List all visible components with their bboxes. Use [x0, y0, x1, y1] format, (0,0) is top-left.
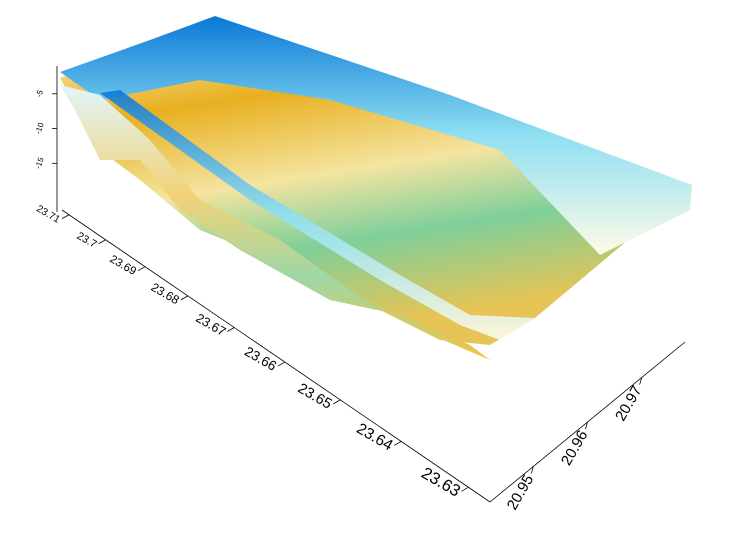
x-tick-label: 23.7	[75, 230, 99, 251]
y-tick-label: 20.97	[612, 383, 645, 424]
x-tick	[98, 239, 106, 245]
x-tick	[277, 361, 286, 367]
x-tick	[137, 266, 146, 272]
x-tick-label: 23.69	[107, 253, 138, 278]
y-tick	[639, 377, 643, 385]
x-tick-label: 23.68	[149, 280, 182, 307]
x-tick	[180, 295, 189, 301]
surface	[60, 16, 692, 360]
x-tick	[61, 214, 70, 220]
x-tick-label: 23.64	[353, 420, 395, 454]
x-tick-label: 23.67	[193, 310, 228, 339]
x-tick	[227, 327, 235, 332]
z-tick-label: -15	[33, 156, 46, 170]
x-tick	[461, 486, 469, 492]
x-axis-line	[61, 209, 491, 503]
y-tick	[530, 466, 534, 474]
surface-front-wall	[60, 85, 490, 360]
z-tick-label: -10	[33, 121, 46, 135]
y-tick	[585, 421, 588, 430]
x-tick-label: 23.65	[295, 381, 335, 413]
x-tick	[393, 441, 402, 446]
x-tick-label: 23.71	[34, 204, 62, 226]
surface-front-rim	[100, 90, 535, 340]
x-tick-label: 23.66	[242, 344, 279, 374]
surface-floor	[60, 20, 690, 345]
z-tick-label: -5	[34, 88, 45, 98]
y-tick-label: 20.96	[558, 427, 591, 468]
surface-back-rim	[60, 16, 692, 255]
x-tick	[333, 399, 341, 405]
y-tick-label: 20.95	[504, 472, 537, 513]
